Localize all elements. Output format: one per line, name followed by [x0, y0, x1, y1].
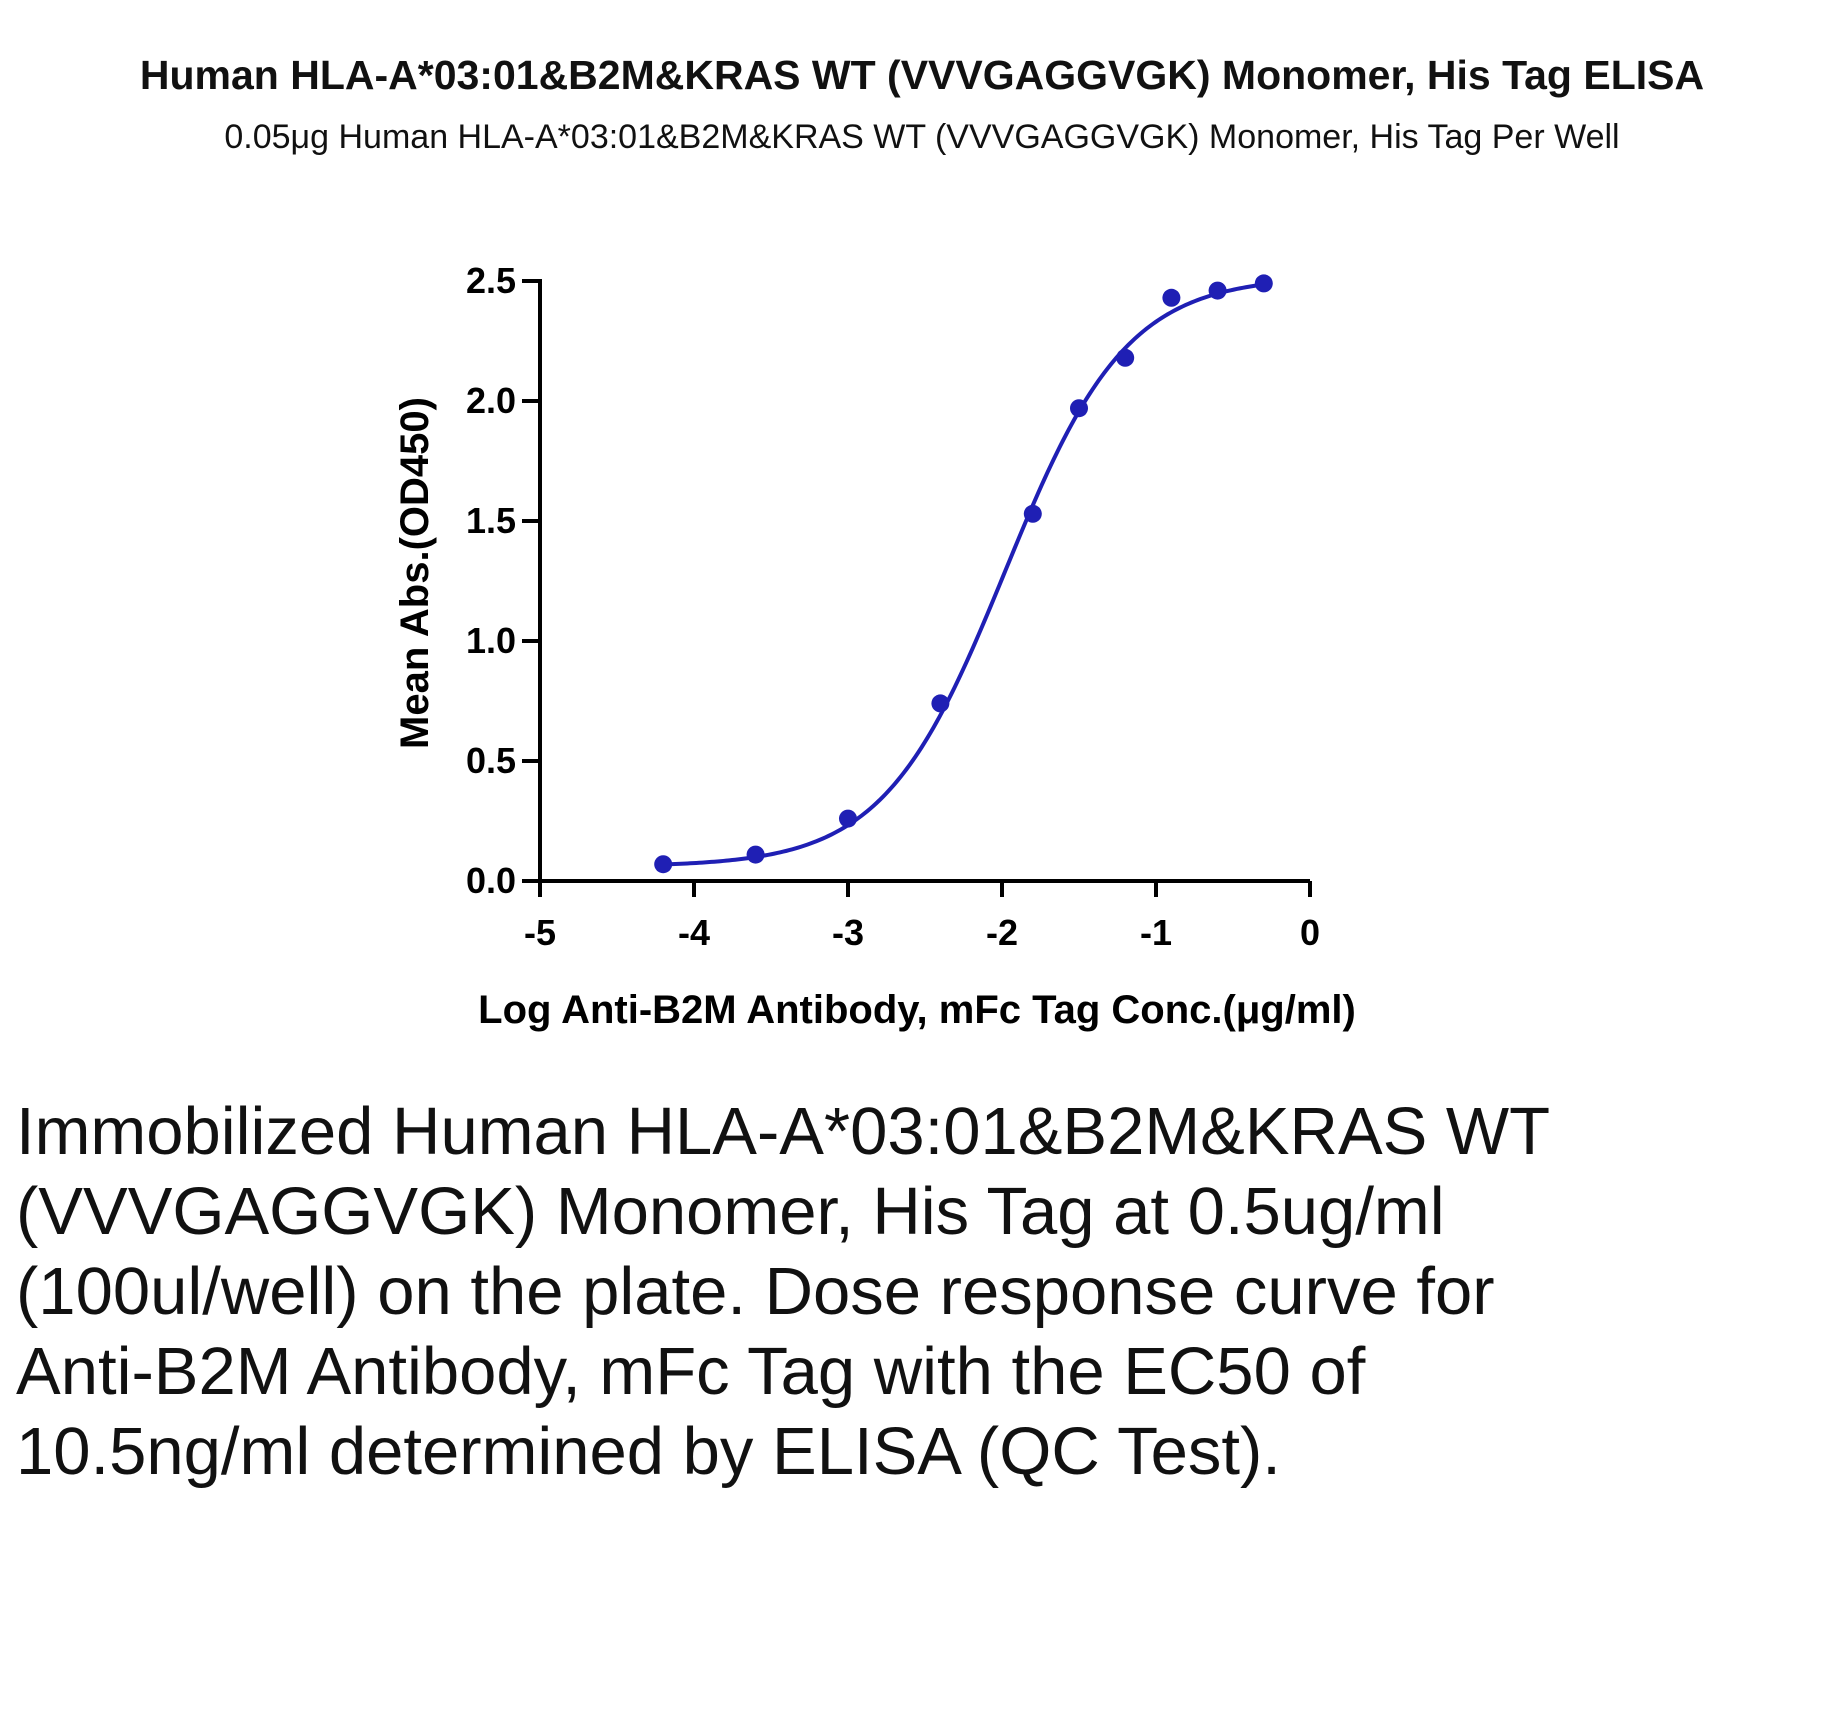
x-tick-label: -5 [524, 912, 556, 953]
y-tick-label: 1.0 [466, 620, 516, 661]
y-tick-label: 0.5 [466, 740, 516, 781]
data-point [1116, 348, 1135, 367]
y-tick-label: 2.0 [466, 380, 516, 421]
x-tick-label: -1 [1140, 912, 1172, 953]
data-points [654, 274, 1273, 874]
data-point [1254, 274, 1273, 293]
elisa-chart: -5 -4 -3 -2 -1 0 0.0 0.5 1.0 1.5 2.0 2.5 Log Anti-B… [393, 260, 1356, 1032]
description-caption: Immobilized Human HLA-A*03:01&B2M&KRAS W… [16, 1094, 1549, 1489]
y-tick-label: 1.5 [466, 500, 516, 541]
data-point [746, 845, 765, 864]
data-point [839, 809, 857, 828]
fit-curve [663, 282, 1265, 867]
data-point [1162, 288, 1181, 307]
data-point [931, 694, 950, 713]
x-tick-label: -2 [986, 912, 1018, 953]
x-tick-label: -3 [832, 912, 864, 953]
data-point [654, 855, 673, 874]
axes: -5 -4 -3 -2 -1 0 0.0 0.5 1.0 1.5 2.0 2.5 [466, 260, 1320, 953]
x-axis-label: Log Anti-B2M Antibody, mFc Tag Conc.(μg/… [478, 988, 1356, 1032]
y-tick-label: 2.5 [466, 260, 516, 301]
data-point [1070, 399, 1088, 418]
data-point [1023, 504, 1042, 523]
y-axis-label: Mean Abs.(OD450) [393, 397, 437, 749]
chart-subtitle: 0.05μg Human HLA-A*03:01&B2M&KRAS WT (VV… [224, 118, 1620, 156]
x-tick-label: 0 [1300, 912, 1320, 953]
y-tick-label: 0.0 [466, 860, 516, 901]
chart-title: Human HLA-A*03:01&B2M&KRAS WT (VVVGAGGVG… [139, 52, 1705, 98]
data-point [1208, 281, 1227, 300]
x-tick-label: -4 [678, 912, 710, 953]
